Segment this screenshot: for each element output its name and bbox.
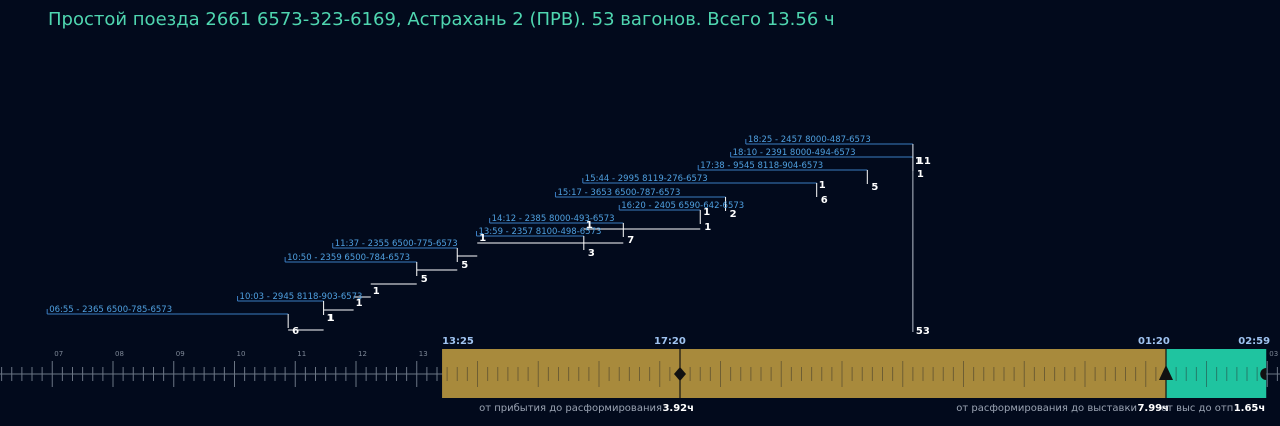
phase-duration-label: от прибытия до расформирования bbox=[479, 403, 662, 414]
arrival-label: 18:25 - 2457 8000-487-6573 bbox=[748, 135, 871, 145]
phase-time-label: 17:20 bbox=[654, 336, 686, 347]
arrival-label: 18:10 - 2391 8000-494-6573 bbox=[733, 148, 856, 158]
merge-count: 1 bbox=[356, 298, 363, 309]
arrival-label: 16:20 - 2405 6590-642-6573 bbox=[621, 201, 744, 211]
arrival-count: 7 bbox=[627, 235, 634, 246]
phase-bars bbox=[442, 349, 1267, 398]
arrival-count: 2 bbox=[730, 209, 737, 220]
phase-bar bbox=[680, 349, 1166, 398]
phase-duration-label: от выс до отп bbox=[1161, 403, 1233, 414]
phase-time-label: 13:25 bbox=[442, 336, 474, 347]
merge-count: 1 bbox=[479, 233, 486, 244]
ruler-tick-label: 09 bbox=[176, 350, 185, 358]
arrival-label: 10:50 - 2359 6500-784-6573 bbox=[287, 253, 410, 263]
diamond-marker bbox=[674, 367, 686, 381]
arrival-count: 1 bbox=[917, 169, 924, 180]
phase-duration-label: от расформирования до выставки bbox=[956, 403, 1137, 414]
arrival-label: 15:17 - 3653 6500-787-6573 bbox=[557, 188, 680, 198]
arrival-count: 5 bbox=[871, 182, 878, 193]
ruler-tick-label: 07 bbox=[54, 350, 63, 358]
phase-time-label: 01:20 bbox=[1138, 336, 1170, 347]
arrival-label: 10:03 - 2945 8118-903-6573 bbox=[240, 292, 363, 302]
ruler-tick-label: 11 bbox=[297, 350, 306, 358]
arrival-label: 13:59 - 2357 8100-498-6573 bbox=[478, 227, 601, 237]
merge-count: 1 bbox=[327, 313, 334, 324]
arrival-count: 1 bbox=[328, 313, 335, 324]
merge-count: 1 bbox=[586, 220, 593, 231]
arrival-label: 14:12 - 2385 8000-493-6573 bbox=[492, 214, 615, 224]
phase-bar bbox=[442, 349, 680, 398]
half-circle-marker bbox=[1260, 368, 1267, 380]
page-title: Простой поезда 2661 6573-323-6169, Астра… bbox=[48, 9, 835, 30]
ruler-tick-label: 13 bbox=[419, 350, 428, 358]
arrival-count: 6 bbox=[821, 195, 828, 206]
total-wagons: 53 bbox=[916, 326, 930, 337]
ruler-tick-label: 12 bbox=[358, 350, 367, 358]
merge-count: 1 bbox=[373, 286, 380, 297]
merge-count: 1 bbox=[915, 156, 922, 167]
arrival-count: 5 bbox=[421, 274, 428, 285]
phase-duration-value: 3.92ч bbox=[662, 403, 694, 414]
phase-time-label: 02:59 bbox=[1238, 336, 1270, 347]
arrival-count: 5 bbox=[461, 260, 468, 271]
arrival-count: 1 bbox=[704, 222, 711, 233]
merge-count: 1 bbox=[703, 207, 710, 218]
arrival-count: 3 bbox=[588, 248, 595, 259]
arrival-count: 6 bbox=[292, 326, 299, 337]
phase-bar bbox=[1166, 349, 1267, 398]
arrival-label: 15:44 - 2995 8119-276-6573 bbox=[585, 174, 708, 184]
ruler-tick-label: 08 bbox=[115, 350, 124, 358]
arrival-tree bbox=[46, 139, 914, 332]
phase-duration-value: 7.99ч bbox=[1137, 403, 1169, 414]
merge-count: 1 bbox=[819, 180, 826, 191]
arrival-label: 06:55 - 2365 6500-785-6573 bbox=[49, 305, 172, 315]
arrival-label: 11:37 - 2355 6500-775-6573 bbox=[335, 239, 458, 249]
triangle-marker bbox=[1159, 365, 1173, 380]
phase-duration-value: 1.65ч bbox=[1234, 403, 1266, 414]
ruler-tick-label: 10 bbox=[237, 350, 246, 358]
ruler-tick-label: 03 bbox=[1269, 350, 1278, 358]
arrival-label: 17:38 - 9545 8118-904-6573 bbox=[700, 161, 823, 171]
arrival-count: 11 bbox=[917, 156, 931, 167]
